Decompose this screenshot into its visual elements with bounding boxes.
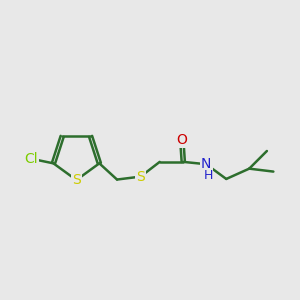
Text: S: S — [72, 173, 81, 187]
Text: S: S — [136, 169, 145, 184]
Text: H: H — [203, 169, 213, 182]
Text: O: O — [176, 133, 187, 147]
Text: N: N — [201, 157, 211, 171]
Text: Cl: Cl — [24, 152, 38, 166]
